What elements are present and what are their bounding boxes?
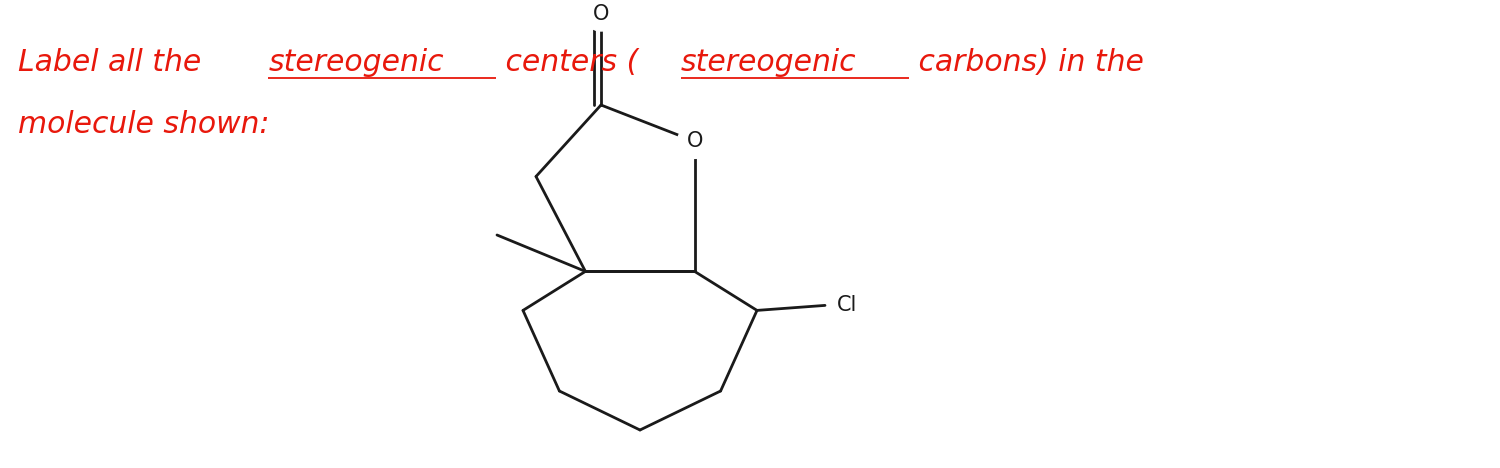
Text: Cl: Cl [837, 295, 858, 315]
Circle shape [584, 0, 618, 31]
Text: stereogenic: stereogenic [268, 48, 444, 77]
Text: stereogenic: stereogenic [681, 48, 856, 77]
Circle shape [678, 124, 711, 158]
Text: O: O [687, 132, 703, 152]
Text: molecule shown:: molecule shown: [18, 110, 270, 139]
Text: carbons) in the: carbons) in the [909, 48, 1144, 77]
Text: Label all the: Label all the [18, 48, 210, 77]
Text: centers (: centers ( [496, 48, 639, 77]
Text: O: O [592, 4, 609, 24]
